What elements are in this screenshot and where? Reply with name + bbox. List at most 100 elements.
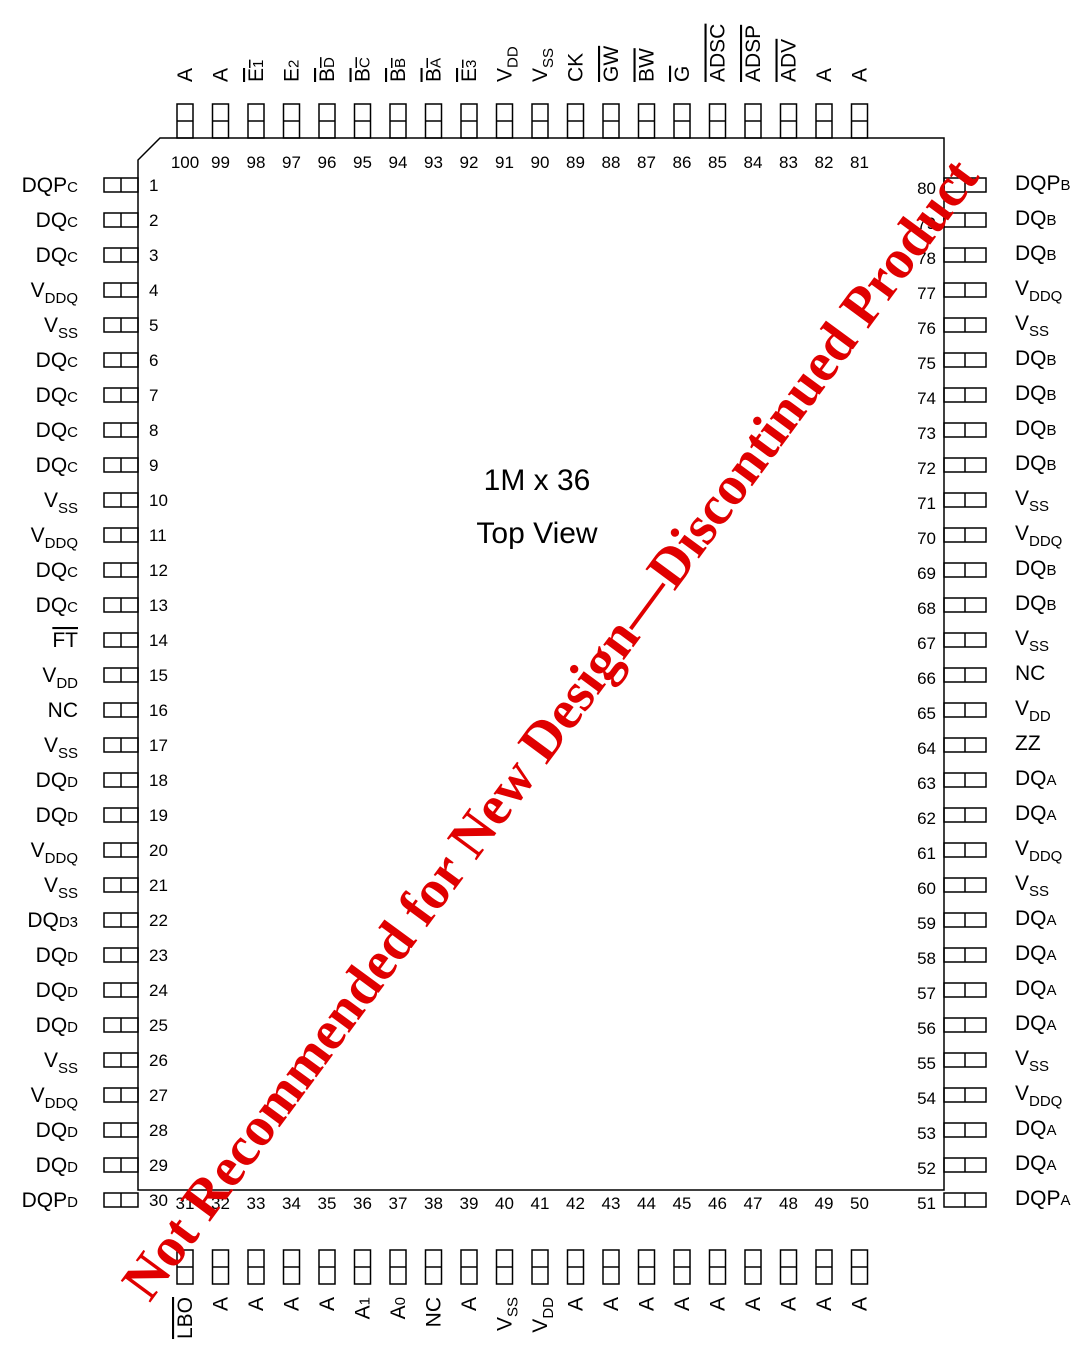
pin-number: 61 [917,844,936,863]
pin-label: VSS [1015,487,1049,515]
pin-label: DQB [1015,207,1057,230]
pin-label: ZZ [1015,732,1041,755]
pin-number: 62 [917,809,936,828]
pin-label: ADV [778,39,801,82]
pin-label: ADSP [742,25,765,82]
pin-label: VSS [494,1297,522,1331]
pin-label: ADSC [707,24,730,82]
pin-number: 44 [637,1194,656,1213]
pin-number: 2 [149,211,158,230]
pin-label: DQD [36,944,79,967]
pin-number: 25 [149,1016,168,1035]
pin-number: 27 [149,1086,168,1105]
pin-number: 23 [149,946,168,965]
package-title: 1M x 36 [484,464,591,497]
pin-number: 17 [149,736,168,755]
package-view-label: Top View [476,517,598,550]
pin-number: 29 [149,1156,168,1175]
pin-number: 91 [495,153,514,172]
pin-number: 53 [917,1124,936,1143]
pin-label: DQA [1015,802,1057,825]
pin-label: VDD [494,46,522,82]
pin-number: 40 [495,1194,514,1213]
pin-label: DQC [36,209,79,232]
pin-number: 11 [149,526,167,545]
pin-number: 28 [149,1121,168,1140]
pin-number: 54 [917,1089,936,1108]
pin-label: DQD3 [27,909,78,932]
pin-label: A [813,68,836,82]
pin-label: VDDQ [1015,1082,1062,1110]
pin-number: 63 [917,774,936,793]
pin-number: 82 [815,153,834,172]
pin-label: A [174,68,197,82]
pin-number: 72 [917,459,936,478]
pin-label: GW [600,46,623,82]
pin-number: 94 [389,153,408,172]
pin-number: 52 [917,1159,936,1178]
pin-label: VDD [42,664,78,692]
pin-label: VSS [44,1049,78,1077]
pin-number: 6 [149,351,158,370]
pin-label: VSS [529,48,557,82]
pin-number: 4 [149,281,158,300]
pin-label: VDDQ [1015,837,1062,865]
pin-number: 14 [149,631,168,650]
pin-number: 80 [917,179,936,198]
pin-label: VDDQ [31,524,78,552]
pin-number: 75 [917,354,936,373]
pin-label: DQA [1015,942,1057,965]
pin-label: VDDQ [31,1084,78,1112]
pin-label: DQPA [1015,1187,1071,1210]
pin-label: A [813,1297,836,1311]
pin-number: 79 [917,214,936,233]
pin-number: 81 [850,153,869,172]
pin-number: 92 [460,153,479,172]
pin-number: 50 [850,1194,869,1213]
pin-label: VDD [529,1297,557,1333]
pin-number: 13 [149,596,168,615]
pin-number: 69 [917,564,936,583]
package-outline [137,137,945,1191]
pin-label: DQB [1015,557,1057,580]
pin-label: DQA [1015,907,1057,930]
pin-number: 100 [171,153,199,172]
pin-number: 93 [424,153,443,172]
pin-number: 43 [602,1194,621,1213]
pin-label: A [316,1297,339,1311]
pin-label: VDDQ [1015,522,1062,550]
pin-number: 41 [531,1194,550,1213]
pin-label: DQA [1015,767,1057,790]
pin-number: 73 [917,424,936,443]
pin-label: DQB [1015,417,1057,440]
pin-number: 57 [917,984,936,1003]
pin-label: A [245,1297,268,1311]
pin-number: 66 [917,669,936,688]
pin-number: 15 [149,666,168,685]
pin-label: E2 [281,60,304,82]
pin-number: 45 [673,1194,692,1213]
pin-label: A [600,1297,623,1311]
pin-number: 65 [917,704,936,723]
pin-label: A0 [387,1297,410,1319]
pin-label: VDDQ [31,279,78,307]
pin-number: 9 [149,456,158,475]
pin-label: VDD [1015,697,1051,725]
pin-label: A [281,1297,304,1311]
pin-label: BW [636,48,659,82]
pin-number: 38 [424,1194,443,1213]
pin-label: DQA [1015,1152,1057,1175]
pin-number: 1 [149,176,158,195]
pin-label: DQPB [1015,172,1071,195]
pin-number: 71 [917,494,936,513]
pin-label: G [671,66,694,82]
pin-label: DQD [36,979,79,1002]
pin-label: A [636,1297,659,1311]
pin-number: 58 [917,949,936,968]
pin-label: DQB [1015,242,1057,265]
pin-number: 70 [917,529,936,548]
pin-label: BB [387,58,410,82]
pin-label: A [210,68,233,82]
pin-number: 32 [211,1194,230,1213]
